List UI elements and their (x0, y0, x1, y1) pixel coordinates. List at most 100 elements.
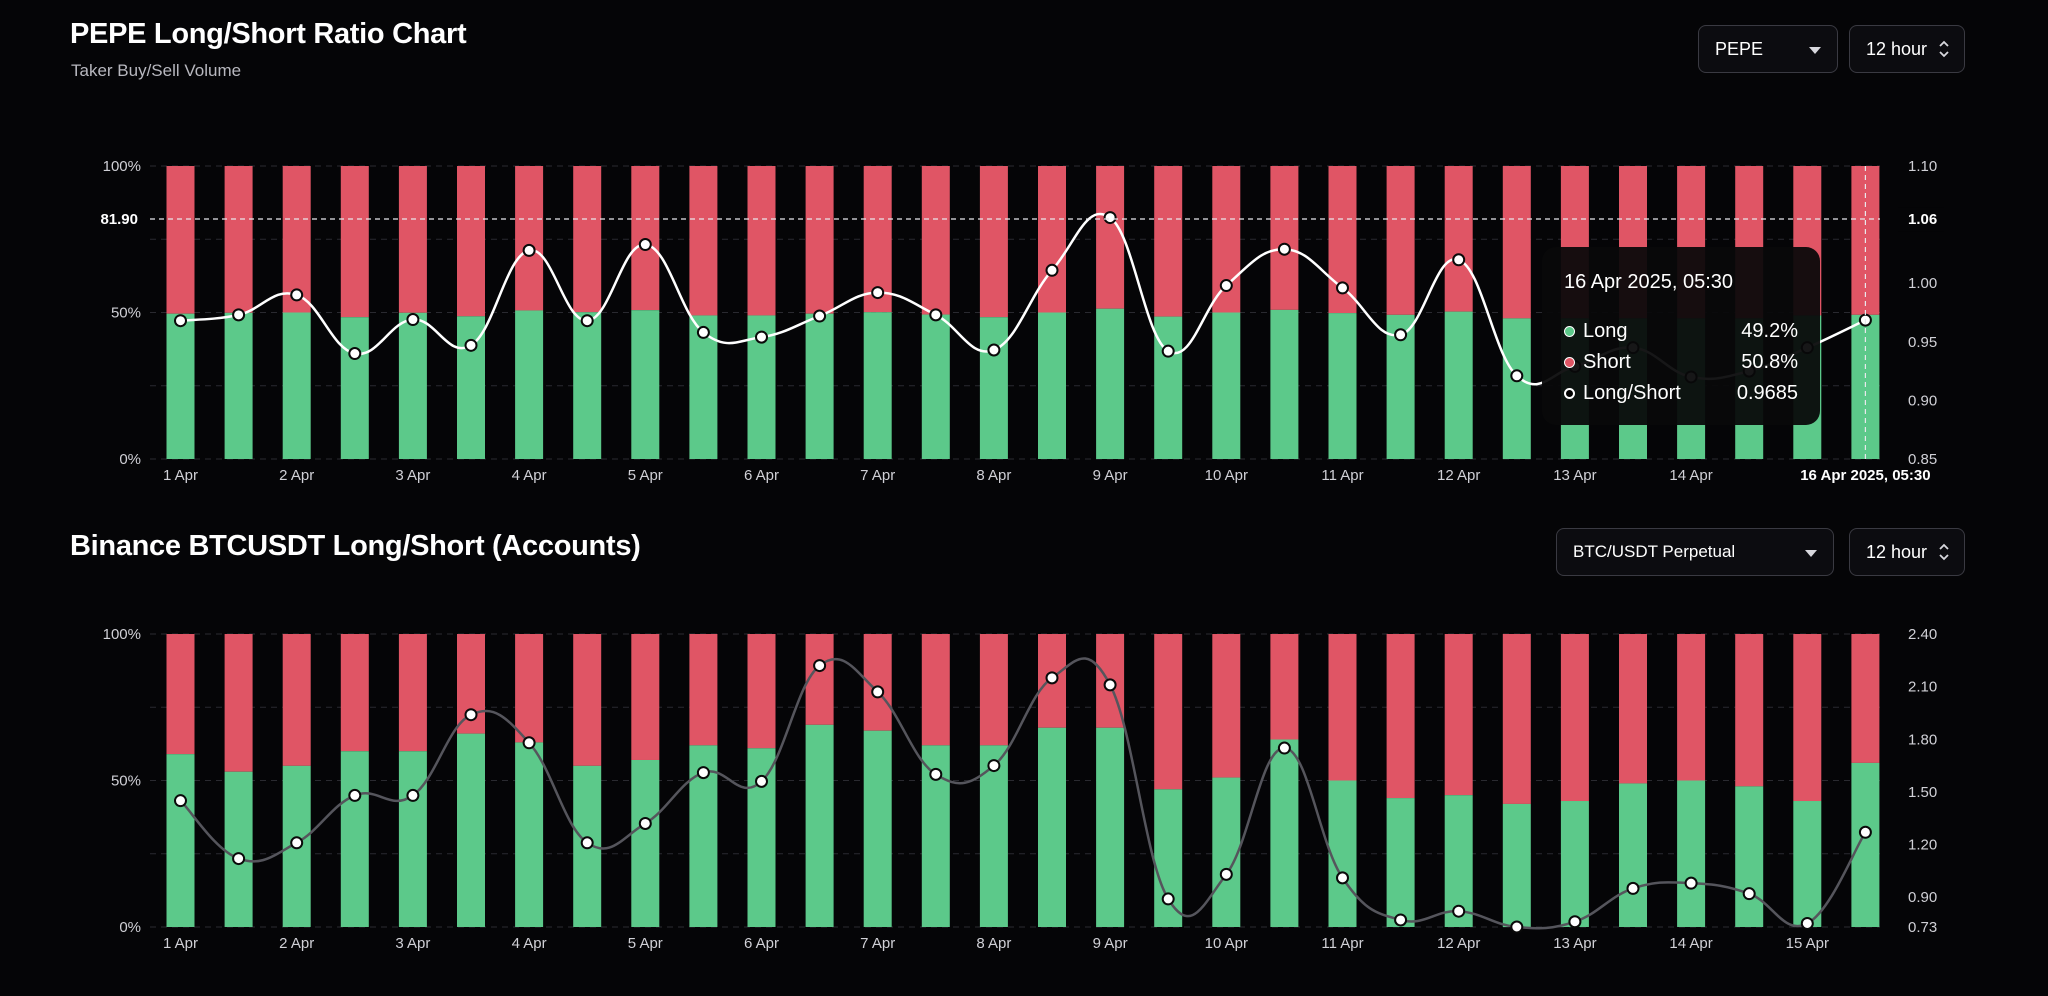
tooltip-row-ratio: Long/Short 0.9685 (1564, 378, 1798, 409)
ratio-point (1277, 741, 1291, 755)
ratio-point (929, 767, 943, 781)
long-bar (282, 312, 311, 459)
ratio-point (174, 794, 187, 808)
ratio-point (813, 309, 827, 323)
short-bar (689, 166, 718, 316)
ratio-point (464, 708, 478, 722)
ratio-point (348, 788, 362, 802)
ratio-point (1336, 281, 1349, 295)
short-bar (979, 634, 1008, 746)
long-bar (340, 751, 369, 927)
short-bar (282, 634, 311, 766)
y-right-tick-label: 1.80 (1908, 731, 1937, 748)
long-bar (1270, 309, 1299, 459)
short-bar (1386, 634, 1415, 799)
interval-select-2-value: 12 hour (1866, 541, 1928, 562)
interval-select-value: 12 hour (1866, 38, 1928, 59)
long-bar (1270, 739, 1299, 927)
short-bar (1502, 634, 1531, 804)
interval-select-2[interactable]: 12 hour (1849, 528, 1965, 576)
long-bar (805, 724, 834, 927)
symbol-select[interactable]: PEPE (1698, 25, 1838, 73)
long-bar (1038, 727, 1066, 927)
ratio-point (522, 736, 536, 750)
tooltip-row-short: Short 50.8% (1564, 347, 1798, 378)
short-bar (805, 634, 834, 725)
y-right-tick-label: 2.10 (1908, 679, 1937, 696)
x-tick-label: 10 Apr (1205, 935, 1248, 952)
tooltip-title: 16 Apr 2025, 05:30 (1564, 271, 1734, 293)
long-bar (515, 742, 544, 927)
section2-title: Binance BTCUSDT Long/Short (Accounts) (70, 530, 641, 562)
x-tick-label: 7 Apr (860, 935, 895, 952)
tooltip-ratio-label: Long/Short (1583, 382, 1681, 404)
short-bar (1560, 634, 1589, 802)
x-tick-label: 12 Apr (1437, 935, 1480, 952)
x-tick-label: 1 Apr (163, 935, 198, 952)
ratio-point (1510, 920, 1524, 934)
short-bar (1270, 166, 1299, 310)
x-tick-label: 2 Apr (279, 467, 314, 484)
interval-select[interactable]: 12 hour (1849, 25, 1965, 73)
y-right-tick-label: 1.10 (1908, 158, 1937, 175)
x-tick-label: 8 Apr (976, 935, 1011, 952)
x-tick-label: 6 Apr (744, 467, 779, 484)
ratio-point (1394, 328, 1408, 342)
ratio-point (580, 836, 594, 850)
y-right-tick-label: 2.40 (1908, 626, 1937, 643)
ratio-point (1045, 671, 1059, 685)
y-left-tick-label: 50% (111, 773, 141, 790)
ratio-point (1045, 263, 1059, 277)
page-title: PEPE Long/Short Ratio Chart (70, 18, 467, 50)
x-tick-label: 5 Apr (628, 467, 663, 484)
x-tick-label: 3 Apr (395, 467, 430, 484)
y-left-tick-label: 0% (119, 919, 141, 936)
x-tick-label: 4 Apr (512, 935, 547, 952)
y-left-tick-label: 100% (103, 626, 141, 643)
short-bar (398, 166, 427, 313)
long-bar (1212, 312, 1241, 459)
x-tick-label: 11 Apr (1321, 467, 1363, 484)
short-bar (573, 166, 602, 313)
y-right-tick-label: 1.00 (1908, 275, 1937, 292)
ratio-point (1161, 892, 1175, 906)
ratio-point (1161, 344, 1175, 358)
x-tick-label: 14 Apr (1669, 467, 1712, 484)
long-bar (1328, 780, 1357, 927)
x-tick-label: 15 Apr (1786, 935, 1829, 952)
short-bar (224, 166, 253, 313)
ratio-point (1452, 904, 1466, 918)
long-dot-icon (1564, 326, 1575, 337)
tooltip-short-value: 50.8% (1741, 351, 1798, 373)
short-bar (166, 166, 195, 314)
chevron-down-icon (1809, 47, 1821, 54)
y-right-tick-label: 0.73 (1908, 919, 1937, 936)
ratio-point (464, 338, 478, 352)
long-bar (1328, 313, 1357, 459)
ratio-point (522, 243, 536, 257)
ratio-point (638, 238, 652, 252)
ratio-dot-icon (1564, 388, 1575, 399)
short-bar (1154, 634, 1183, 790)
long-bar (1096, 727, 1125, 927)
short-bar (340, 634, 369, 752)
pair-select[interactable]: BTC/USDT Perpetual (1556, 528, 1834, 576)
ratio-point (1219, 867, 1233, 881)
short-bar (515, 634, 544, 743)
x-tick-label: 4 Apr (512, 467, 547, 484)
long-bar (515, 310, 544, 459)
chevron-down-icon (1805, 550, 1817, 557)
ratio-line (179, 657, 1867, 930)
y-left-tick-label: 100% (103, 158, 141, 175)
crosshair-right-label-bg (1898, 207, 1944, 232)
y-right-tick-label: 0.90 (1908, 392, 1937, 409)
long-bar (166, 754, 195, 927)
short-bar (1154, 166, 1183, 317)
long-bar (631, 310, 660, 459)
ratio-point (871, 685, 885, 699)
x-tick-label: 6 Apr (744, 935, 779, 952)
y-left-tick-label: 0% (119, 451, 141, 468)
x-tick-label: 11 Apr (1321, 935, 1363, 952)
ratio-point (1858, 825, 1872, 839)
x-tick-label: 10 Apr (1205, 467, 1248, 484)
